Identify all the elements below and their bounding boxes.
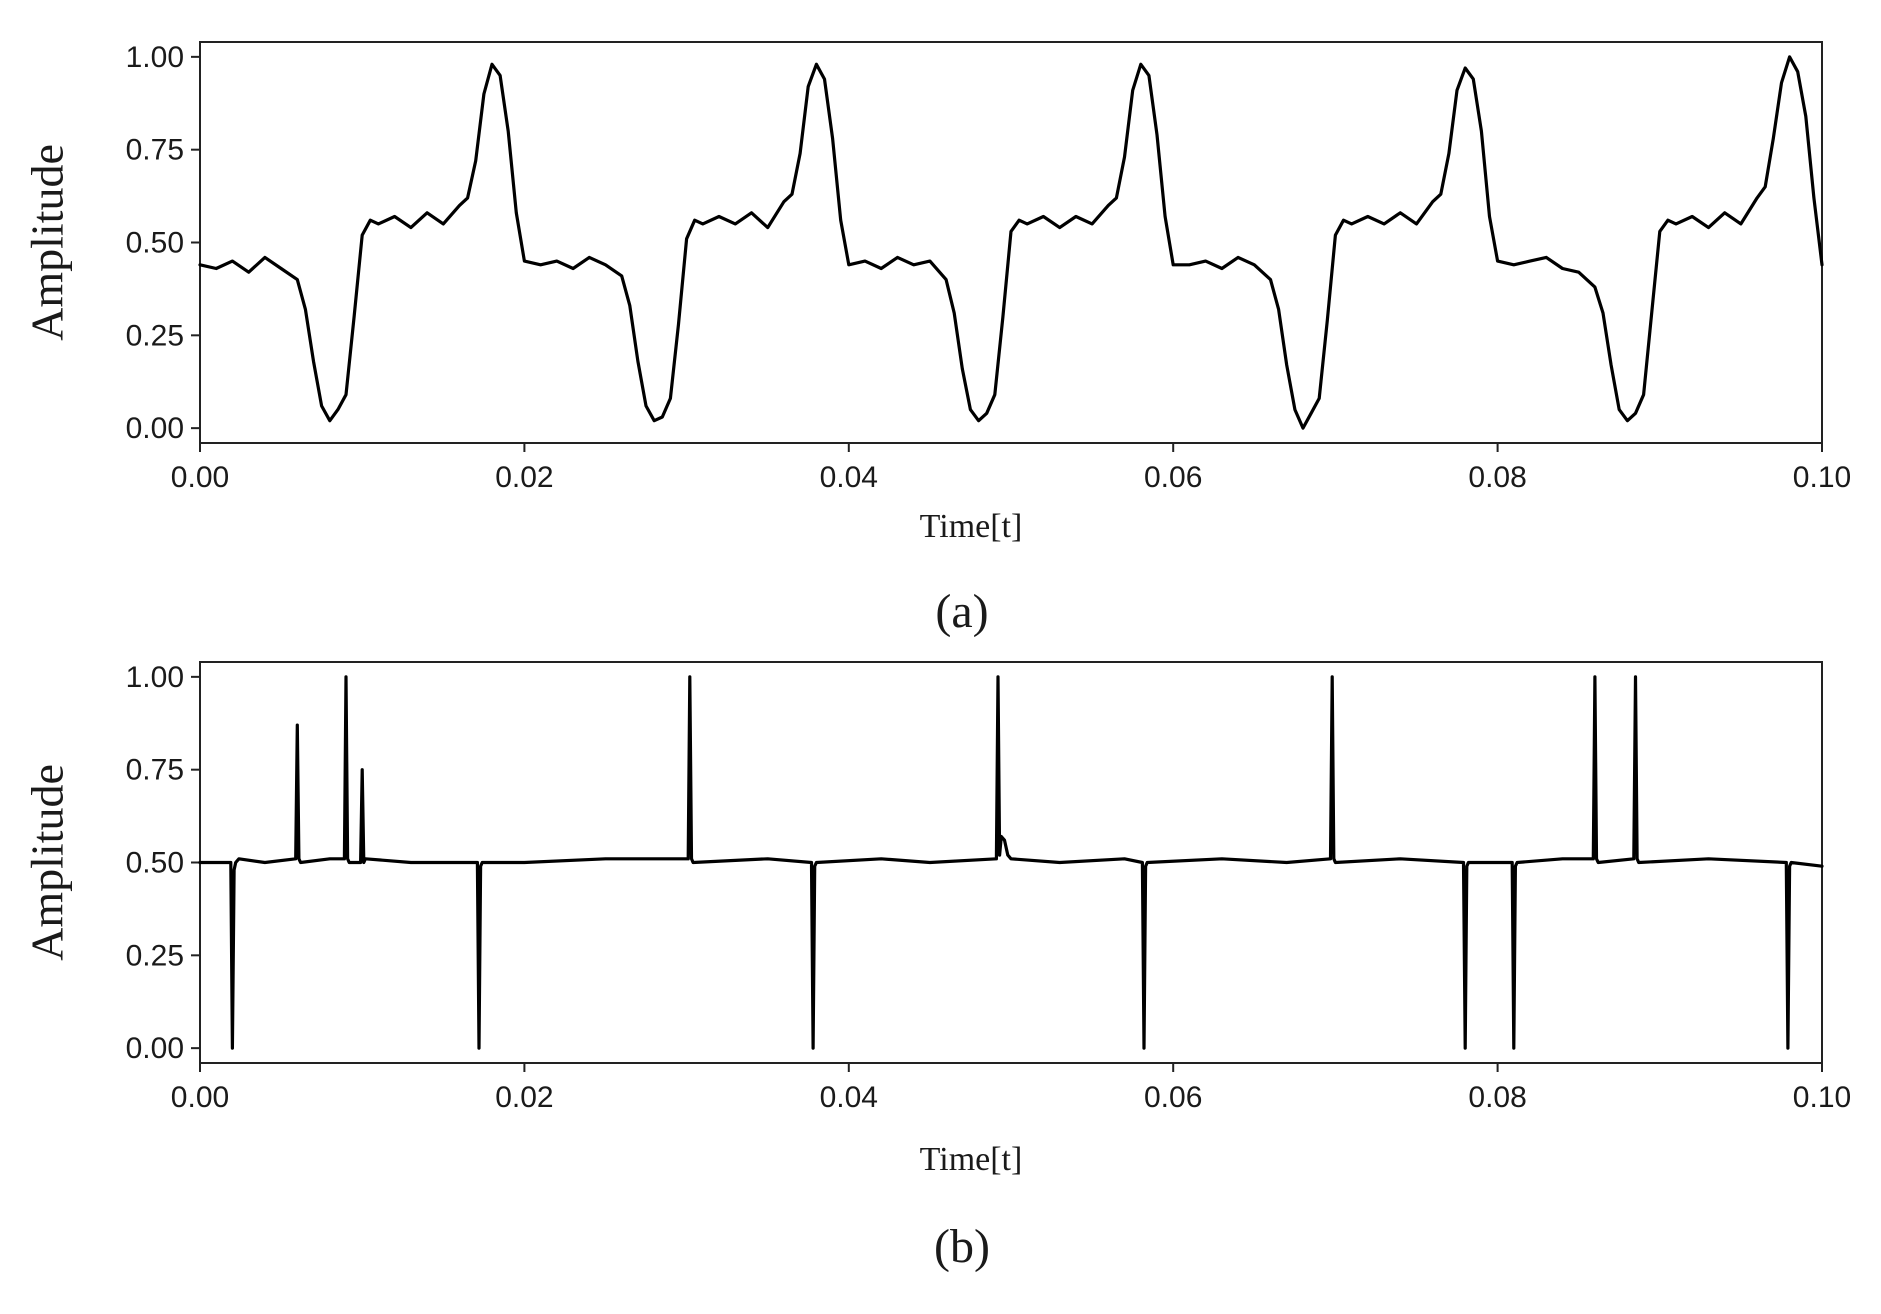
y-tick-label: 0.25 [126,939,184,972]
x-tick-label: 0.10 [1793,461,1851,494]
y-tick-label: 0.50 [126,847,184,880]
y-tick-label: 1.00 [126,41,184,74]
x-tick-label: 0.02 [495,1081,553,1114]
x-tick-label: 0.08 [1468,461,1526,494]
x-tick-label: 0.00 [171,1081,229,1114]
chart-panel-a: 0.00 0.02 0.04 0.06 0.08 0.10 0.00 0.25 0.50 0.75… [22,41,1852,638]
series-line-0 [198,675,1824,1050]
y-tick-label: 0.75 [126,754,184,787]
panel-caption: (a) [935,585,988,638]
x-tick-label: 0.08 [1468,1081,1526,1114]
x-tick-label: 0.04 [820,461,878,494]
series-line-0 [198,55,1824,430]
y-axis-label: Amplitude [22,144,73,341]
y-tick-label: 0.25 [126,319,184,352]
y-tick-label: 0.75 [126,134,184,167]
panel-caption: (b) [934,1220,990,1273]
x-tick-label: 0.06 [1144,1081,1202,1114]
y-axis-label: Amplitude [22,764,73,961]
y-tick-label: 0.50 [126,227,184,260]
x-tick-label: 0.04 [820,1081,878,1114]
x-tick-label: 0.06 [1144,461,1202,494]
x-tick-label: 0.10 [1793,1081,1851,1114]
x-axis-label: Time[t] [920,1141,1023,1178]
x-axis-label: Time[t] [920,508,1023,545]
y-tick-label: 1.00 [126,661,184,694]
x-tick-label: 0.00 [171,461,229,494]
x-tick-label: 0.02 [495,461,553,494]
y-tick-label: 0.00 [126,412,184,445]
chart-panel-b: 0.00 0.02 0.04 0.06 0.08 0.10 0.00 0.25 0.50 0.75… [22,661,1852,1273]
y-tick-label: 0.00 [126,1032,184,1065]
